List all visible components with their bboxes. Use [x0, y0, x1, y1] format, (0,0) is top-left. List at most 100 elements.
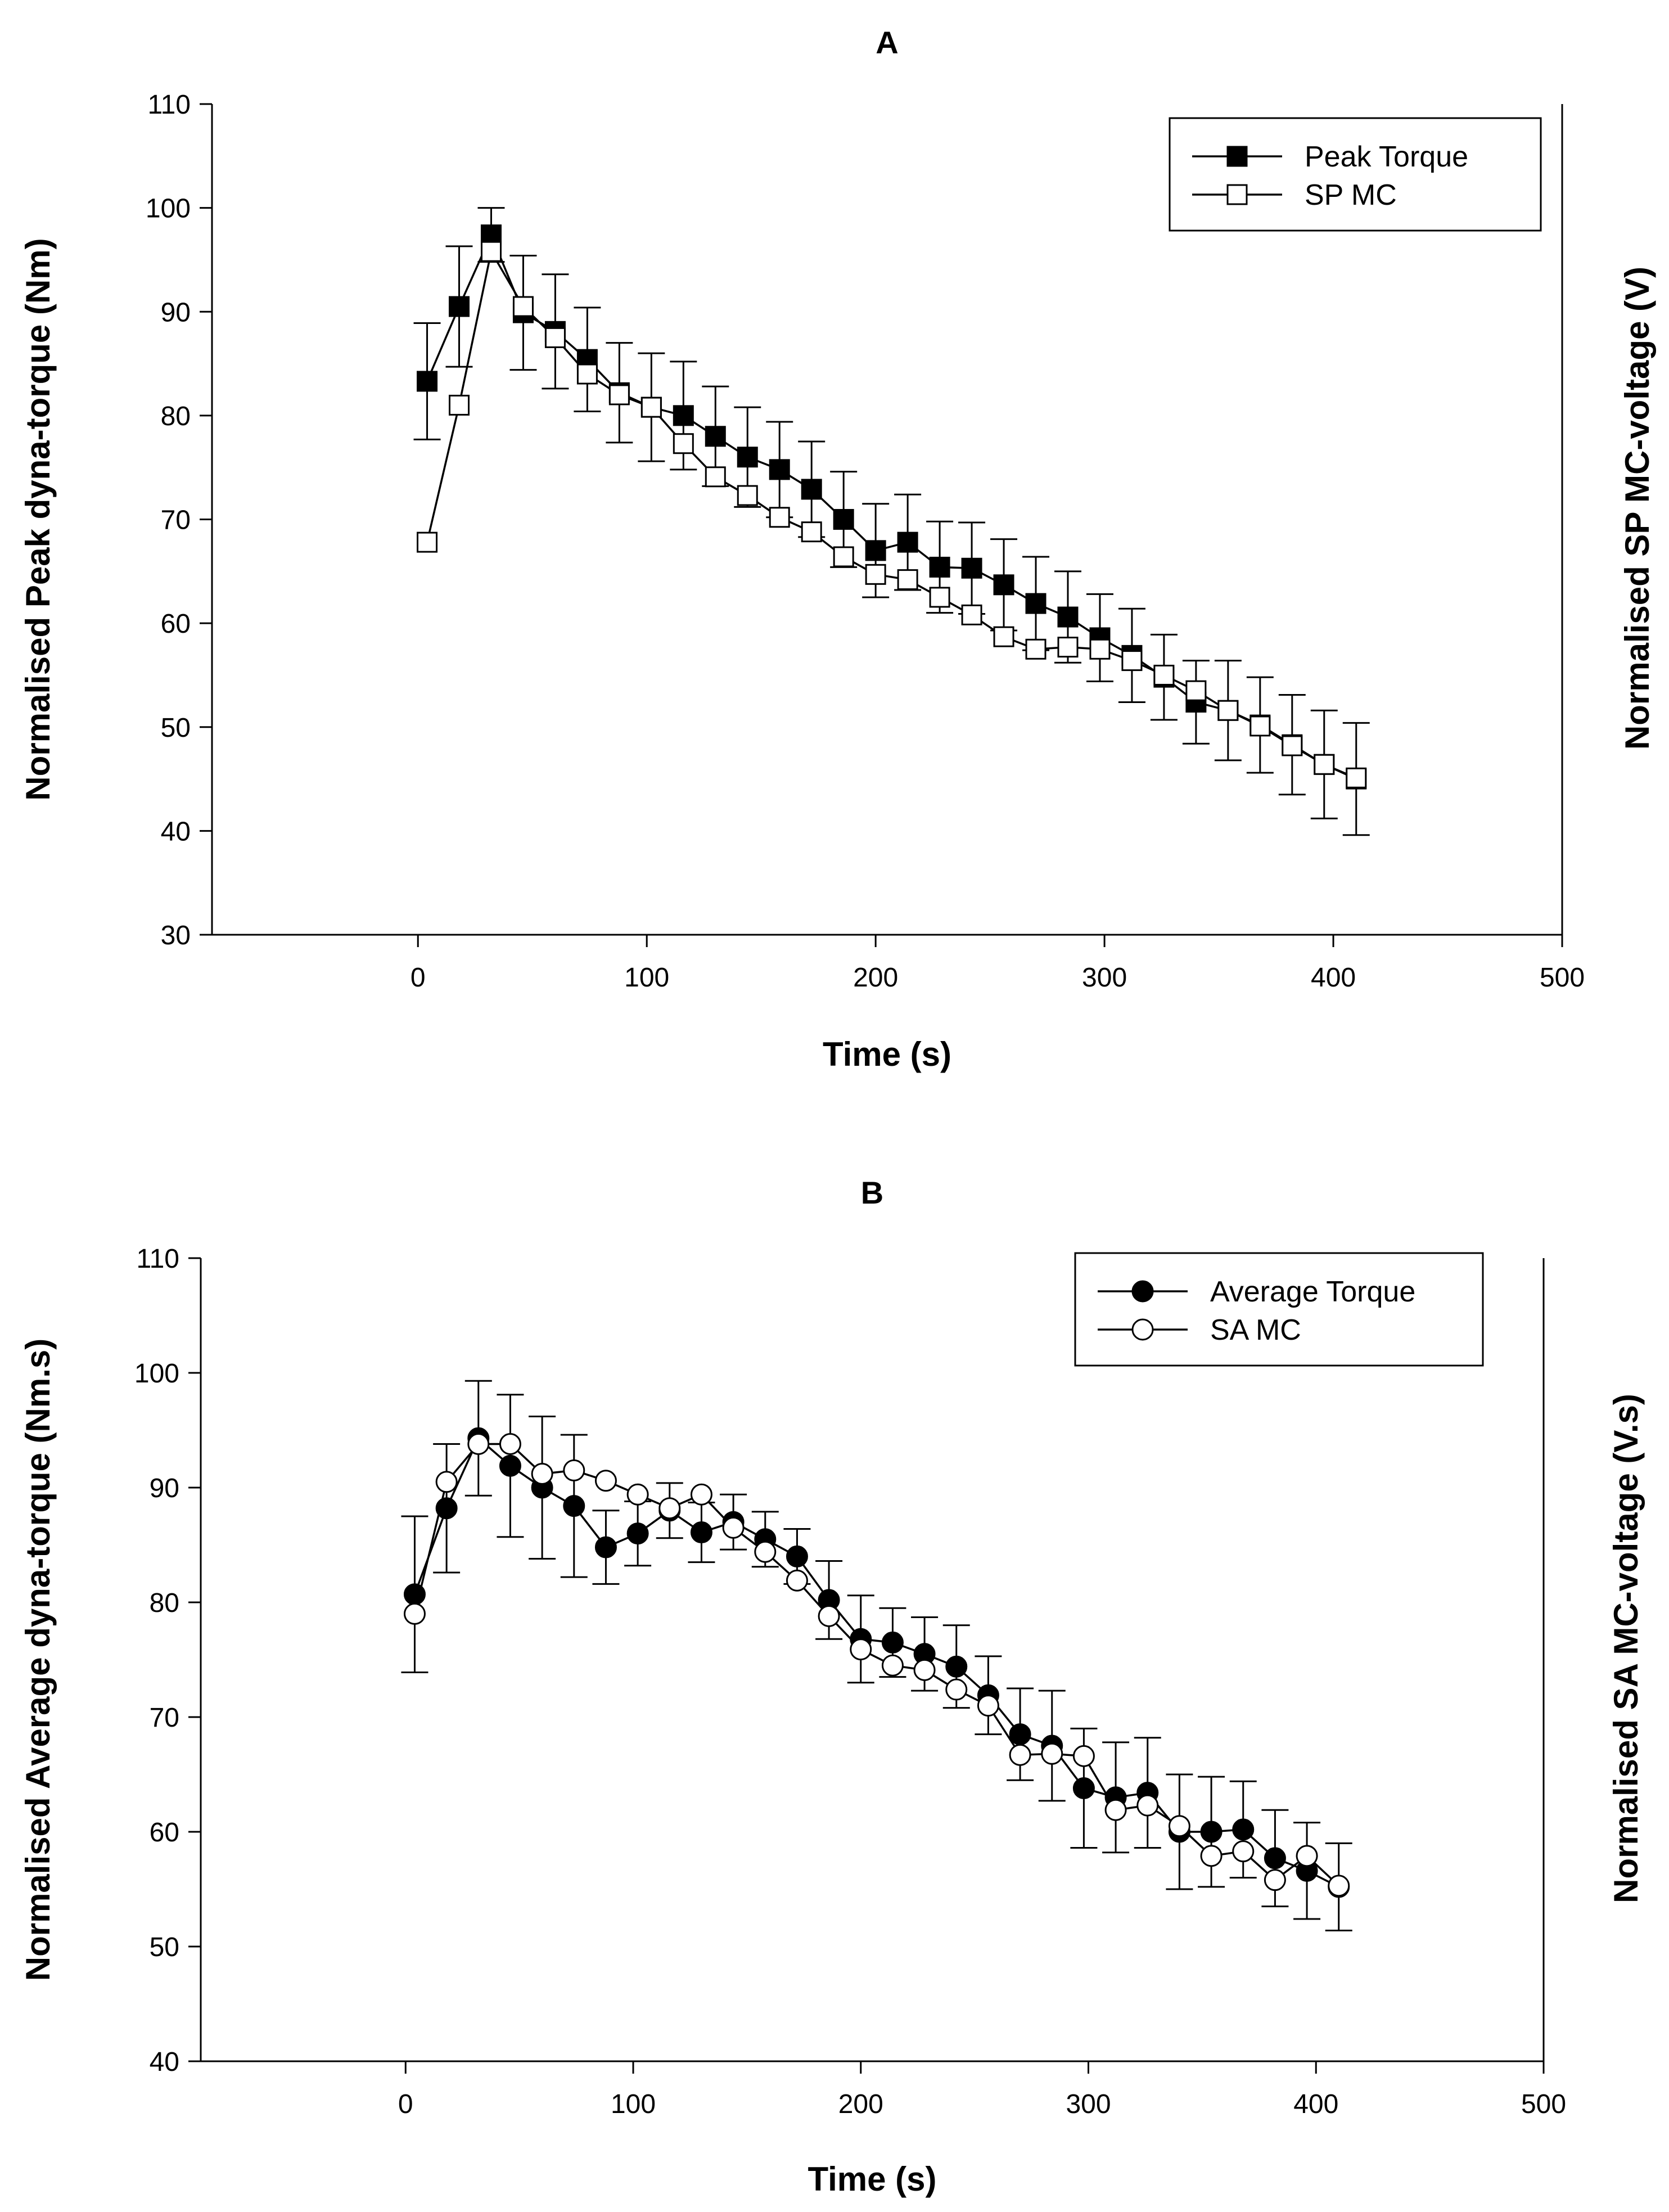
data-point-1	[897, 569, 918, 591]
y2-axis-title: Normalised SA MC-voltage (V.s)	[1607, 1394, 1645, 1903]
data-point-1	[449, 394, 470, 416]
data-point-1	[1168, 1815, 1190, 1837]
y-axis-title: Normalised Average dyna-torque (Nm.s)	[19, 1339, 57, 1981]
legend-marker	[1226, 184, 1248, 205]
data-point-1	[467, 1432, 490, 1455]
x-axis-title: Time (s)	[808, 2160, 937, 2198]
x-tick-label: 500	[1540, 963, 1585, 993]
data-point-1	[673, 433, 694, 454]
legend-box	[1169, 117, 1542, 232]
data-point-0	[705, 426, 726, 447]
data-point-1	[1314, 754, 1335, 775]
data-point-1	[1346, 767, 1367, 789]
data-point-0	[993, 574, 1014, 596]
data-point-1	[754, 1540, 777, 1563]
data-point-1	[1200, 1845, 1223, 1867]
data-point-1	[563, 1459, 585, 1481]
data-point-0	[690, 1521, 712, 1544]
data-point-1	[865, 564, 886, 585]
data-point-1	[1153, 664, 1175, 686]
data-point-1	[512, 296, 534, 317]
data-point-0	[881, 1631, 904, 1654]
y-tick-label: 80	[161, 402, 191, 431]
data-point-1	[818, 1605, 840, 1627]
data-point-1	[769, 507, 790, 528]
data-point-1	[1009, 1744, 1031, 1766]
data-point-1	[945, 1678, 968, 1701]
y-tick-label: 90	[150, 1474, 179, 1503]
data-point-0	[417, 371, 438, 392]
data-point-1	[1025, 638, 1046, 660]
data-point-1	[993, 626, 1014, 647]
y-tick-label: 30	[161, 921, 191, 950]
data-point-1	[1136, 1794, 1159, 1817]
data-point-1	[1217, 700, 1239, 721]
data-point-1	[977, 1695, 999, 1717]
y2-axis-title: Normalised SP MC-voltage (V)	[1618, 267, 1656, 750]
data-point-1	[881, 1654, 904, 1677]
data-point-1	[929, 587, 950, 608]
x-tick-label: 100	[624, 963, 669, 993]
data-point-1	[833, 546, 854, 567]
data-point-0	[737, 447, 758, 468]
legend-marker	[1226, 146, 1248, 167]
data-point-0	[1057, 606, 1079, 628]
data-point-1	[786, 1569, 808, 1592]
y-tick-label: 70	[150, 1703, 179, 1733]
y-axis-title: Normalised Peak dyna-torque (Nm)	[19, 238, 57, 800]
y-tick-label: 40	[161, 817, 191, 846]
data-point-1	[1089, 638, 1111, 660]
x-tick-label: 400	[1293, 2089, 1338, 2119]
y-tick-label: 70	[161, 506, 191, 535]
data-point-0	[435, 1497, 458, 1520]
data-point-1	[850, 1638, 872, 1661]
series-line-1	[413, 1443, 1339, 1887]
data-point-1	[658, 1497, 681, 1520]
y-tick-label: 110	[136, 1244, 179, 1274]
data-point-1	[1282, 735, 1303, 756]
data-point-0	[673, 405, 694, 426]
legend-label: SP MC	[1305, 179, 1397, 211]
data-point-1	[417, 531, 438, 553]
data-point-1	[961, 604, 982, 625]
data-point-1	[737, 485, 758, 506]
data-point-1	[544, 327, 566, 348]
data-point-1	[499, 1432, 521, 1455]
x-tick-label: 300	[1066, 2089, 1111, 2119]
data-point-0	[626, 1522, 649, 1545]
y-tick-label: 100	[134, 1359, 179, 1389]
x-axis-title: Time (s)	[823, 1035, 951, 1073]
legend-label: SA MC	[1210, 1314, 1301, 1346]
series-line-1	[426, 249, 1357, 779]
legend-label: Average Torque	[1210, 1276, 1415, 1308]
data-point-0	[897, 531, 918, 553]
x-tick-label: 500	[1521, 2089, 1566, 2119]
data-point-1	[531, 1463, 553, 1485]
data-point-1	[626, 1483, 649, 1506]
data-point-0	[1232, 1818, 1255, 1841]
x-tick-label: 300	[1082, 963, 1127, 993]
y-tick-label: 80	[150, 1588, 179, 1618]
data-point-0	[449, 296, 470, 317]
data-point-0	[563, 1495, 585, 1517]
data-point-0	[1072, 1777, 1095, 1799]
data-point-1	[1072, 1745, 1095, 1767]
legend-marker	[1131, 1280, 1154, 1303]
data-point-1	[1121, 650, 1143, 672]
data-point-1	[1232, 1840, 1255, 1863]
data-point-0	[945, 1655, 968, 1678]
data-point-0	[865, 540, 886, 561]
legend-label: Peak Torque	[1305, 141, 1468, 173]
x-tick-label: 0	[411, 963, 426, 993]
data-point-1	[608, 384, 630, 406]
x-tick-label: 200	[838, 2089, 883, 2119]
series-line-0	[413, 1436, 1339, 1888]
data-point-1	[640, 397, 662, 418]
legend-box	[1074, 1252, 1484, 1367]
data-point-0	[929, 556, 950, 578]
data-point-1	[576, 363, 598, 385]
data-point-0	[833, 509, 854, 530]
y-tick-label: 60	[150, 1818, 179, 1848]
data-point-0	[499, 1454, 521, 1477]
x-tick-label: 0	[398, 2089, 413, 2119]
